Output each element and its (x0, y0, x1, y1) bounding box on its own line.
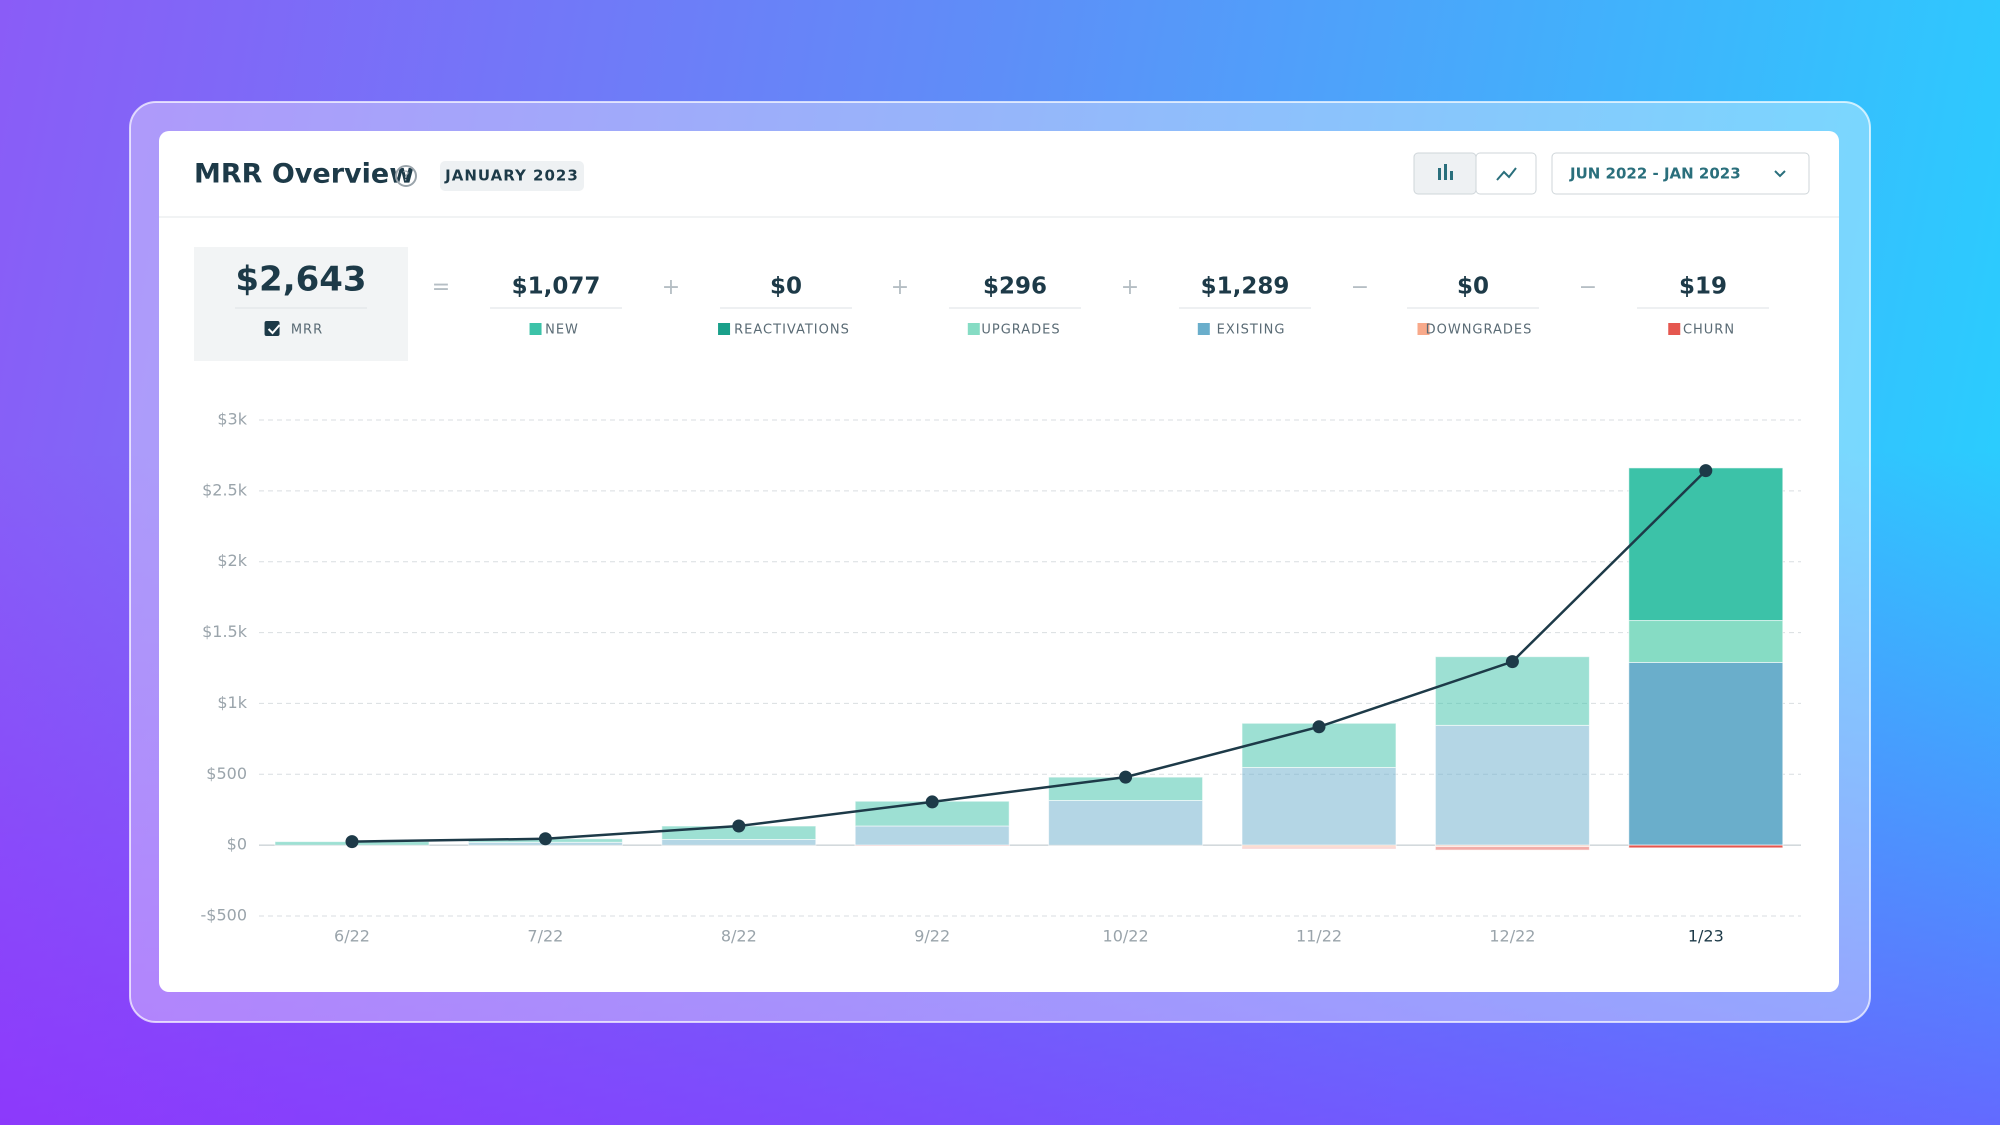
legend-label: DOWNGRADES (1426, 323, 1533, 338)
mrr-point (925, 795, 939, 809)
bar-segment (1048, 800, 1204, 846)
badge-text: JANUARY 2023 (444, 167, 579, 185)
operator: = (432, 275, 450, 300)
bar-segment (1628, 661, 1784, 846)
mrr-checkbox (264, 321, 280, 336)
y-tick-label: $2k (217, 551, 247, 570)
y-tick-label: $2.5k (202, 480, 248, 499)
mrr-line (351, 469, 1707, 843)
legend-swatch (1668, 323, 1681, 335)
x-tick-label: 9/22 (914, 927, 950, 946)
bar-segment (1241, 766, 1397, 846)
y-tick-label: $1k (217, 693, 247, 712)
y-tick-label: $0 (227, 835, 247, 854)
mrr-point (538, 832, 552, 846)
y-tick-label: -$500 (201, 906, 248, 925)
mrr-box (194, 247, 408, 361)
bar-segment (1434, 724, 1590, 846)
help-icon[interactable]: ? (395, 165, 417, 187)
mrr-point (732, 819, 746, 833)
bar-segment (854, 825, 1010, 846)
bar-view-button[interactable] (1413, 152, 1477, 195)
date-range-text: JUN 2022 - JAN 2023 (1569, 165, 1741, 183)
legend-swatch (529, 323, 542, 335)
summary-value: $2,643 (235, 260, 366, 300)
badge (440, 161, 584, 191)
check (267, 324, 281, 335)
bar-segment (1628, 844, 1784, 849)
summary-value: $1,289 (1201, 274, 1290, 300)
legend-swatch (1197, 323, 1210, 335)
y-tick-label: $500 (206, 764, 247, 783)
legend-swatch (718, 323, 731, 335)
x-tick-label: 10/22 (1103, 927, 1149, 946)
summary-value: $1,077 (512, 274, 601, 300)
y-tick-label: $1.5k (202, 622, 248, 641)
y-tick-label: $3k (217, 410, 247, 429)
operator: + (891, 275, 909, 300)
summary-value: $19 (1679, 274, 1727, 300)
operator: + (662, 275, 680, 300)
bar-segment (1628, 620, 1784, 663)
bar-segment (1628, 467, 1784, 622)
operator: − (1579, 275, 1597, 300)
mrr-point (1505, 655, 1519, 669)
summary-value: $296 (983, 274, 1047, 300)
x-tick-label: 6/22 (334, 927, 370, 946)
legend-swatch (1417, 323, 1430, 335)
operator: + (1121, 275, 1139, 300)
legend-label: MRR (291, 323, 323, 338)
date-range-dropdown[interactable]: JUN 2022 - JAN 2023 (1551, 152, 1810, 195)
mrr-point (1312, 720, 1326, 734)
bar-segment (1434, 846, 1590, 851)
svg-text:?: ? (403, 170, 410, 185)
line-view-button[interactable] (1475, 152, 1537, 195)
bar-segment (661, 838, 817, 846)
x-tick-label: 8/22 (721, 927, 757, 946)
bar-segment (1241, 846, 1397, 850)
legend-label: EXISTING (1217, 323, 1286, 338)
x-tick-label: 7/22 (527, 927, 563, 946)
mrr-point (1119, 770, 1133, 784)
x-tick-label: 12/22 (1489, 927, 1535, 946)
legend-label: CHURN (1683, 323, 1735, 338)
legend-swatch (967, 323, 980, 335)
legend-label: NEW (545, 323, 579, 338)
x-tick-label: 1/23 (1688, 927, 1724, 946)
mrr-point (1699, 464, 1713, 478)
summary-value: $0 (1457, 274, 1489, 300)
bar-segment (854, 844, 1010, 847)
operator: − (1351, 275, 1369, 300)
mrr-point (345, 835, 359, 849)
legend-label: UPGRADES (981, 323, 1060, 338)
legend-label: REACTIVATIONS (734, 323, 850, 338)
title: MRR Overview (194, 159, 414, 190)
summary-value: $0 (770, 274, 802, 300)
x-tick-label: 11/22 (1296, 927, 1342, 946)
